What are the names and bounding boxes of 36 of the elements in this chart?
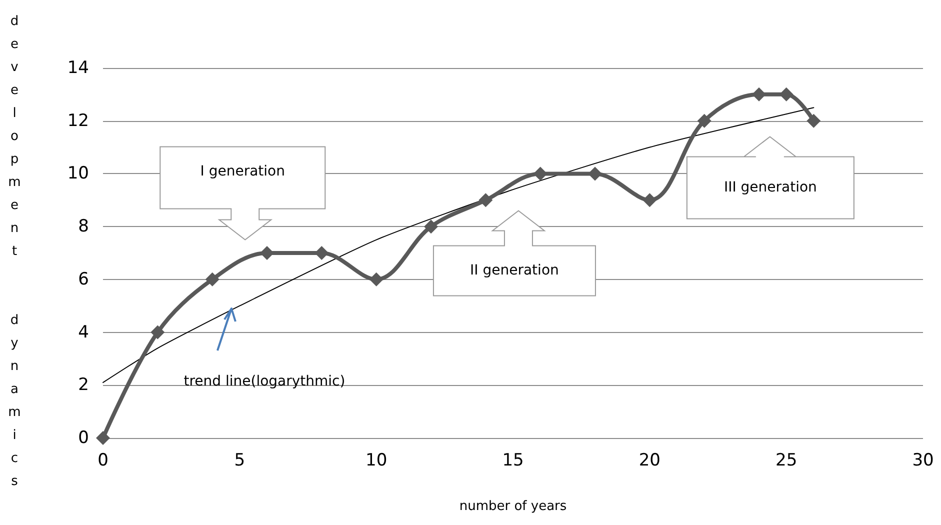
y-axis-title: development dynamics [6,14,23,497]
y-tick-label: 0 [78,428,89,448]
point [424,220,438,234]
point [205,272,220,286]
point [588,166,602,181]
point [314,246,329,260]
x-tick-label: 15 [502,450,524,470]
y-tick-label: 2 [78,375,89,396]
annotation: II generation [470,262,559,279]
point [96,431,110,445]
x-tick-label: 10 [366,450,388,470]
annotation: I generation [200,164,285,180]
annotation: III generation [724,180,817,196]
point [150,325,165,340]
x-tick-label: 5 [234,450,246,470]
point [779,87,794,102]
point [260,246,274,260]
x-axis-title: number of years [459,499,567,514]
y-tick-label: 14 [67,58,89,78]
point [806,114,821,128]
x-tick-label: 30 [912,450,934,470]
annotation: trend line(logarythmic) [184,373,346,390]
x-tick-label: 25 [776,450,798,470]
x-tick-label: 20 [638,450,660,470]
x-tick-label: 0 [98,450,108,470]
y-tick-label: 4 [78,322,89,342]
point [478,193,493,208]
y-tick-label: 8 [78,216,89,237]
point [369,272,384,286]
y-tick-label: 6 [78,269,89,290]
point [752,87,766,102]
point [697,114,712,128]
y-tick-label: 12 [67,110,89,131]
y-tick-label: 10 [67,164,89,184]
point [533,166,548,181]
point [642,193,657,208]
